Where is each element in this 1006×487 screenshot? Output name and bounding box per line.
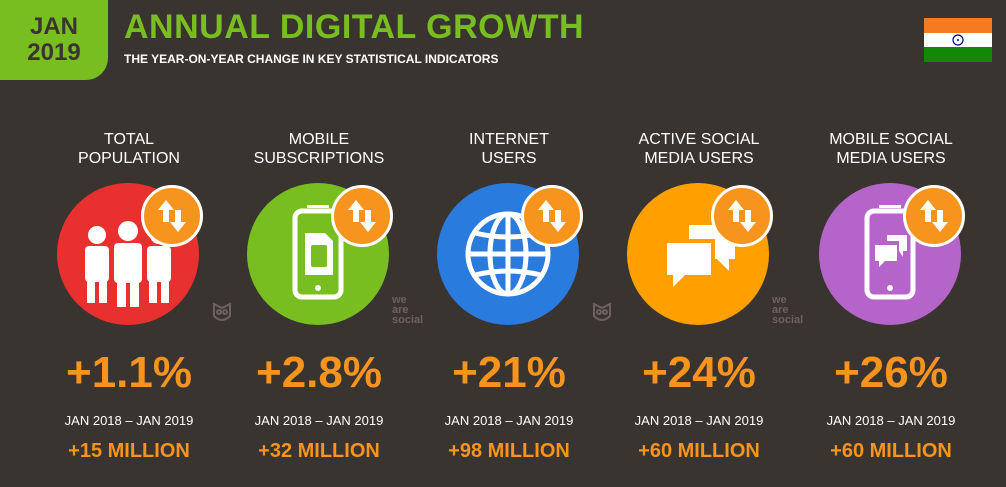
stat-change: +60 MILLION xyxy=(638,440,760,462)
stat-period: JAN 2018 – JAN 2019 xyxy=(634,413,764,428)
page-subtitle: THE YEAR-ON-YEAR CHANGE IN KEY STATISTIC… xyxy=(124,52,499,66)
mobile-chat-icon xyxy=(864,205,916,300)
badge-month: JAN xyxy=(29,13,78,40)
up-down-arrows-icon xyxy=(711,185,773,247)
stat-label: INTERNET USERS xyxy=(469,131,549,167)
stat-change: +15 MILLION xyxy=(68,440,190,462)
stat-label: ACTIVE SOCIAL MEDIA USERS xyxy=(638,131,760,167)
stat-change: +98 MILLION xyxy=(448,440,570,462)
stat-percent: +26% xyxy=(834,348,948,397)
badge-year: 2019 xyxy=(27,39,81,66)
stat-period: JAN 2018 – JAN 2019 xyxy=(826,413,956,428)
we-are-social-watermark: we are social xyxy=(392,294,424,326)
date-badge: JAN 2019 xyxy=(0,0,108,80)
stat-percent: +1.1% xyxy=(66,348,192,397)
page-title: ANNUAL DIGITAL GROWTH xyxy=(124,8,585,46)
we-are-social-watermark: we are social xyxy=(772,294,804,326)
stat-period: JAN 2018 – JAN 2019 xyxy=(64,413,194,428)
india-flag-icon xyxy=(924,18,992,62)
globe-icon xyxy=(465,211,551,297)
up-down-arrows-icon xyxy=(903,185,965,247)
stat-label: TOTAL POPULATION xyxy=(78,131,180,167)
up-down-arrows-icon xyxy=(331,185,393,247)
stat-label: MOBILE SUBSCRIPTIONS xyxy=(253,131,385,167)
up-down-arrows-icon xyxy=(521,185,583,247)
hootsuite-owl-icon xyxy=(213,302,231,321)
stat-percent: +24% xyxy=(642,348,756,397)
stat-label: MOBILE SOCIAL MEDIA USERS xyxy=(829,131,953,167)
stat-percent: +21% xyxy=(452,348,566,397)
phone-sim-icon xyxy=(292,205,344,300)
stat-change: +60 MILLION xyxy=(830,440,952,462)
hootsuite-owl-icon xyxy=(593,302,611,321)
stat-period: JAN 2018 – JAN 2019 xyxy=(254,413,384,428)
stat-percent: +2.8% xyxy=(256,348,382,397)
stat-change: +32 MILLION xyxy=(258,440,380,462)
up-down-arrows-icon xyxy=(141,185,203,247)
stat-period: JAN 2018 – JAN 2019 xyxy=(444,413,574,428)
